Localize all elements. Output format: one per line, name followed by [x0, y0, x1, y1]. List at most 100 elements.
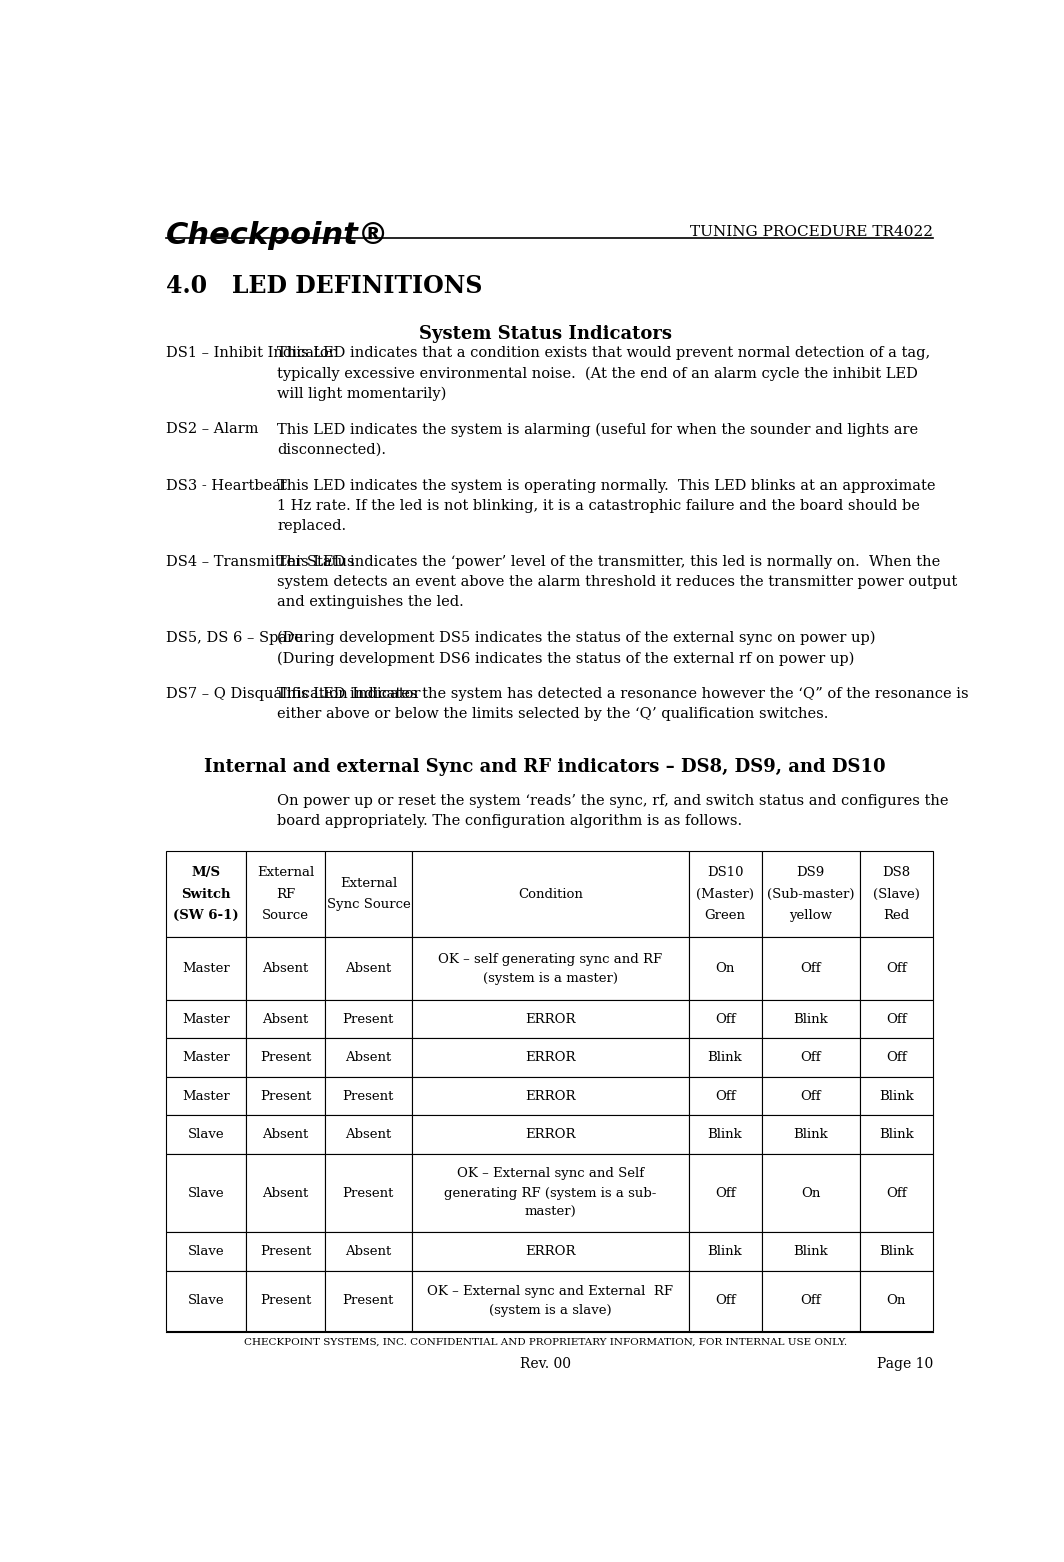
Text: Off: Off	[886, 1051, 907, 1064]
Text: Present: Present	[343, 1090, 394, 1103]
Text: Source: Source	[262, 909, 309, 922]
Text: yellow: yellow	[789, 909, 832, 922]
Text: Blink: Blink	[879, 1245, 914, 1257]
Bar	[166, 1000, 246, 1039]
Text: Master: Master	[182, 1012, 230, 1026]
Bar	[246, 1000, 325, 1039]
Bar	[860, 1000, 933, 1039]
Text: Off: Off	[715, 1012, 735, 1026]
Bar	[762, 1232, 860, 1270]
Bar	[246, 1232, 325, 1270]
Bar	[166, 1232, 246, 1270]
Text: Present: Present	[260, 1051, 311, 1064]
Text: Present: Present	[343, 1012, 394, 1026]
Bar	[325, 1154, 412, 1232]
Text: will light momentarily): will light momentarily)	[278, 387, 447, 401]
Text: Checkpoint®: Checkpoint®	[166, 222, 389, 250]
Bar	[166, 1270, 246, 1331]
Text: replaced.: replaced.	[278, 519, 347, 533]
Text: DS5, DS 6 – Spare: DS5, DS 6 – Spare	[166, 631, 303, 645]
Text: OK – self generating sync and RF: OK – self generating sync and RF	[438, 953, 663, 965]
Text: DS4 – Transmitter Status: DS4 – Transmitter Status	[166, 555, 354, 569]
Text: ERROR: ERROR	[525, 1128, 576, 1142]
Text: Condition: Condition	[518, 887, 583, 901]
Text: DS9: DS9	[797, 865, 825, 879]
Bar	[325, 1270, 412, 1331]
Bar	[762, 1270, 860, 1331]
Text: Present: Present	[260, 1245, 311, 1257]
Bar	[325, 851, 412, 937]
Text: Off: Off	[715, 1090, 735, 1103]
Bar	[325, 1000, 412, 1039]
Bar	[412, 1232, 688, 1270]
Text: Off: Off	[886, 1012, 907, 1026]
Text: Absent: Absent	[346, 1245, 392, 1257]
Text: This LED indicates that a condition exists that would prevent normal detection o: This LED indicates that a condition exis…	[278, 347, 931, 361]
Bar	[166, 1154, 246, 1232]
Text: Blink: Blink	[794, 1245, 828, 1257]
Text: DS7 – Q Disqualification Indicator: DS7 – Q Disqualification Indicator	[166, 687, 420, 701]
Text: (system is a slave): (system is a slave)	[489, 1304, 612, 1317]
Bar	[762, 1076, 860, 1115]
Bar	[325, 1076, 412, 1115]
Text: DS10: DS10	[706, 865, 744, 879]
Bar	[166, 937, 246, 1000]
Bar	[762, 1115, 860, 1154]
Text: Red: Red	[883, 909, 910, 922]
Bar	[166, 1115, 246, 1154]
Bar	[688, 1000, 762, 1039]
Bar	[246, 1115, 325, 1154]
Bar	[325, 1232, 412, 1270]
Text: Blink: Blink	[879, 1128, 914, 1142]
Bar	[762, 851, 860, 937]
Bar	[762, 937, 860, 1000]
Text: Blink: Blink	[708, 1245, 743, 1257]
Text: (Sub-master): (Sub-master)	[767, 887, 854, 901]
Text: Off: Off	[800, 1051, 821, 1064]
Text: On power up or reset the system ‘reads’ the sync, rf, and switch status and conf: On power up or reset the system ‘reads’ …	[278, 793, 949, 808]
Bar	[412, 1154, 688, 1232]
Text: Master: Master	[182, 1051, 230, 1064]
Text: This LED indicates the system has detected a resonance however the ‘Q” of the re: This LED indicates the system has detect…	[278, 687, 969, 701]
Text: Absent: Absent	[346, 1128, 392, 1142]
Text: Absent: Absent	[263, 1187, 309, 1200]
Text: DS1 – Inhibit Indicator: DS1 – Inhibit Indicator	[166, 347, 336, 361]
Text: Absent: Absent	[346, 962, 392, 975]
Text: (Master): (Master)	[696, 887, 754, 901]
Bar	[246, 937, 325, 1000]
Text: (system is a master): (system is a master)	[483, 972, 618, 986]
Text: DS2 – Alarm: DS2 – Alarm	[166, 422, 259, 436]
Bar	[860, 851, 933, 937]
Bar	[246, 1154, 325, 1232]
Text: board appropriately. The configuration algorithm is as follows.: board appropriately. The configuration a…	[278, 814, 743, 828]
Bar	[412, 1076, 688, 1115]
Bar	[325, 1115, 412, 1154]
Text: (Slave): (Slave)	[872, 887, 919, 901]
Text: Blink: Blink	[879, 1090, 914, 1103]
Text: Slave: Slave	[188, 1128, 225, 1142]
Text: Blink: Blink	[794, 1128, 828, 1142]
Text: ERROR: ERROR	[525, 1051, 576, 1064]
Bar	[762, 1000, 860, 1039]
Text: Slave: Slave	[188, 1187, 225, 1200]
Text: Off: Off	[715, 1295, 735, 1307]
Bar	[412, 851, 688, 937]
Bar	[762, 1039, 860, 1076]
Bar	[860, 1039, 933, 1076]
Bar	[412, 1115, 688, 1154]
Bar	[762, 1154, 860, 1232]
Text: Slave: Slave	[188, 1245, 225, 1257]
Bar	[860, 1270, 933, 1331]
Text: (During development DS6 indicates the status of the external rf on power up): (During development DS6 indicates the st…	[278, 651, 854, 665]
Bar	[688, 1232, 762, 1270]
Text: Page 10: Page 10	[877, 1356, 933, 1370]
Text: This LED indicates the ‘power’ level of the transmitter, this led is normally on: This LED indicates the ‘power’ level of …	[278, 555, 941, 569]
Text: 1 Hz rate. If the led is not blinking, it is a catastrophic failure and the boar: 1 Hz rate. If the led is not blinking, i…	[278, 498, 920, 512]
Bar	[412, 1270, 688, 1331]
Text: (During development DS5 indicates the status of the external sync on power up): (During development DS5 indicates the st…	[278, 631, 876, 645]
Bar	[246, 851, 325, 937]
Text: Blink: Blink	[708, 1128, 743, 1142]
Text: Master: Master	[182, 1090, 230, 1103]
Bar	[688, 1039, 762, 1076]
Text: CHECKPOINT SYSTEMS, INC. CONFIDENTIAL AND PROPRIETARY INFORMATION, FOR INTERNAL : CHECKPOINT SYSTEMS, INC. CONFIDENTIAL AN…	[244, 1337, 847, 1346]
